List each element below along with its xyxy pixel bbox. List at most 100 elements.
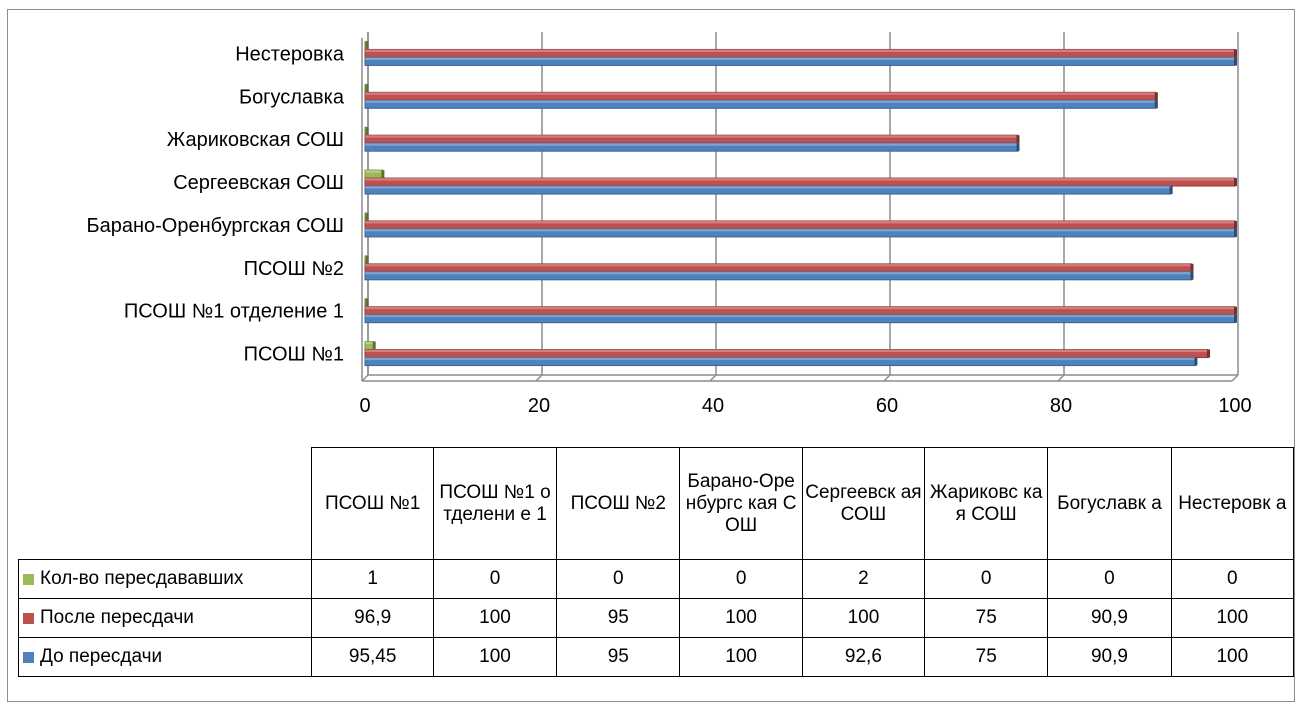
bar-end	[1194, 357, 1198, 366]
x-tick-label: 20	[528, 395, 550, 417]
x-tick-label: 40	[702, 395, 724, 417]
table-header-row: ПСОШ №1 ПСОШ №1 отделени е 1 ПСОШ №2 Барано…	[18, 447, 1295, 560]
legend-entry: После пересдачи	[17, 598, 313, 638]
bar-end	[1190, 271, 1194, 280]
data-label: 100	[432, 637, 558, 677]
bar-highlight	[365, 263, 1192, 267]
chart-frame: ПСОШ №1 ПСОШ №1 отделение 1 ПСОШ №2 Барано-…	[7, 9, 1295, 702]
table-corner	[18, 447, 313, 560]
bar-end	[1234, 306, 1237, 315]
legend-swatch	[23, 613, 34, 624]
bar-highlight	[365, 170, 383, 173]
table-row: После пересдачи 96,9 100 95 100 100 75 90,9 100	[17, 598, 1295, 638]
data-label: 0	[1047, 559, 1172, 599]
bar-highlight	[365, 314, 1235, 318]
floor-tick	[709, 374, 717, 382]
legend-entry: Кол-во пересдававших	[17, 559, 313, 599]
data-label: 0	[924, 559, 1049, 599]
data-label: 1	[311, 559, 434, 599]
bar-end	[365, 298, 369, 307]
bar-highlight	[365, 186, 1171, 189]
data-table: ПСОШ №1 ПСОШ №1 отделени е 1 ПСОШ №2 Барано…	[17, 447, 1295, 677]
bar-end	[365, 212, 369, 221]
data-label: 92,6	[801, 637, 926, 677]
table-column-header: Сергеевск ая СОШ	[801, 447, 926, 560]
bar-end	[1234, 220, 1237, 229]
category-label: ПСОШ №2	[244, 258, 344, 280]
bar-highlight	[365, 271, 1192, 275]
x-tick-label: 0	[359, 395, 370, 417]
bar-highlight	[365, 341, 374, 345]
data-label: 75	[924, 598, 1049, 638]
bar-end	[1190, 263, 1194, 272]
table-column-header: Богуславк а	[1047, 447, 1172, 560]
bar-highlight	[365, 178, 1235, 181]
floor-tick	[883, 374, 891, 382]
bar-end	[1169, 186, 1173, 195]
data-label: 100	[801, 598, 926, 638]
bars	[364, 40, 1237, 367]
bar-end	[1016, 135, 1020, 144]
bar-end	[1154, 92, 1158, 101]
floor-tick	[1231, 374, 1239, 382]
data-label: 100	[432, 598, 558, 638]
legend-swatch	[23, 652, 34, 663]
floor-tick	[535, 374, 543, 382]
data-label: 0	[1170, 559, 1295, 599]
data-label: 100	[1170, 598, 1295, 638]
bar-end	[1234, 314, 1237, 323]
x-tick-labels: 0 20 40 60 80 100	[359, 395, 1251, 417]
floor-tick	[1057, 374, 1065, 382]
bar-end	[365, 127, 369, 136]
bar-end	[1154, 100, 1158, 109]
series-name: До пересдачи	[40, 646, 163, 667]
series-name: После пересдачи	[40, 607, 194, 628]
bar-end	[1234, 57, 1237, 66]
bar-end	[1016, 143, 1020, 152]
bar-end	[365, 41, 369, 50]
bar-end	[1207, 349, 1211, 358]
bar-highlight	[365, 92, 1156, 95]
bar-highlight	[365, 57, 1235, 60]
legend-entry: До пересдачи	[17, 637, 313, 677]
data-label: 90,9	[1047, 598, 1172, 638]
table-column-header: Нестеровк а	[1170, 447, 1295, 560]
data-label: 0	[556, 559, 681, 599]
data-label: 95	[556, 598, 681, 638]
category-label: Богуславка	[239, 86, 345, 108]
bar-highlight	[365, 306, 1235, 310]
bar-end	[381, 170, 385, 179]
bar-highlight	[365, 220, 1235, 224]
series-name: Кол-во пересдававших	[40, 568, 244, 589]
bar-highlight	[365, 100, 1156, 103]
bar-end	[1234, 228, 1237, 237]
legend-swatch	[23, 574, 34, 585]
floor-tick	[361, 374, 369, 382]
category-label: Жариковская СОШ	[167, 129, 344, 151]
category-label: ПСОШ №1	[244, 344, 344, 366]
bar-end	[1234, 178, 1237, 187]
data-label: 75	[924, 637, 1049, 677]
table-column-header: ПСОШ №1 отделени е 1	[432, 447, 558, 560]
category-label: Нестеровка	[235, 43, 345, 65]
bar-highlight	[365, 228, 1235, 232]
table-column-header: Барано-Оренбургс кая СОШ	[679, 447, 803, 560]
data-label: 100	[1170, 637, 1295, 677]
data-label: 2	[801, 559, 926, 599]
bar-highlight	[365, 143, 1018, 146]
gridlines	[361, 32, 1239, 382]
table-column-header: ПСОШ №2	[556, 447, 681, 560]
data-label: 90,9	[1047, 637, 1172, 677]
table-column-header: Жариковс кая СОШ	[924, 447, 1049, 560]
x-tick-label: 60	[876, 395, 898, 417]
data-label: 100	[679, 637, 803, 677]
x-tick-label: 80	[1050, 395, 1072, 417]
bar-end	[365, 255, 369, 264]
data-label: 96,9	[311, 598, 434, 638]
bar-highlight	[365, 135, 1018, 138]
category-label: ПСОШ №1 отделение 1	[124, 301, 344, 323]
bar-end	[365, 84, 369, 93]
bar-end	[1234, 49, 1237, 58]
table-row: До пересдачи 95,45 100 95 100 92,6 75 90,9 100	[17, 637, 1295, 677]
bar-highlight	[365, 349, 1209, 353]
